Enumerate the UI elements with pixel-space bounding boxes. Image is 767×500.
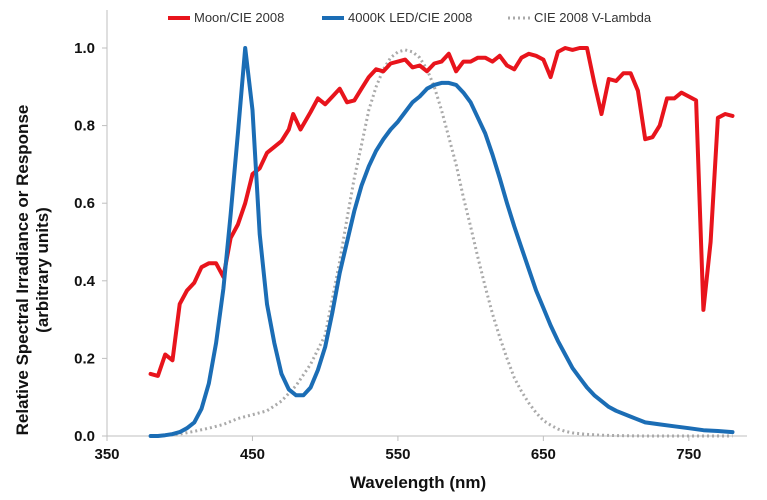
x-axis-title: Wavelength (nm) <box>350 473 486 492</box>
legend-label: Moon/CIE 2008 <box>194 10 284 25</box>
y-axis-title-line-2: (arbitrary units) <box>33 207 52 333</box>
legend-label: CIE 2008 V-Lambda <box>534 10 652 25</box>
x-tick-label: 750 <box>676 446 701 463</box>
series-line-2 <box>150 48 733 438</box>
y-tick-label: 1.0 <box>74 40 95 57</box>
legend-entry: CIE 2008 V-Lambda <box>508 10 652 25</box>
legend-label: 4000K LED/CIE 2008 <box>348 10 472 25</box>
series-line-0 <box>148 46 735 378</box>
y-tick-label: 0.0 <box>74 428 95 445</box>
y-tick-label: 0.2 <box>74 350 95 367</box>
y-tick-label: 0.6 <box>74 195 95 212</box>
legend-entry: 4000K LED/CIE 2008 <box>322 10 472 25</box>
y-axis-title-line-1: Relative Spectral Irradiance or Response <box>13 105 32 436</box>
legend-entry: Moon/CIE 2008 <box>168 10 284 25</box>
x-tick-label: 550 <box>385 446 410 463</box>
y-tick-label: 0.8 <box>74 118 95 135</box>
x-tick-label: 350 <box>94 446 119 463</box>
x-tick-label: 650 <box>531 446 556 463</box>
y-tick-label: 0.4 <box>74 273 96 290</box>
series-line-1 <box>148 46 735 438</box>
x-tick-label: 450 <box>240 446 265 463</box>
